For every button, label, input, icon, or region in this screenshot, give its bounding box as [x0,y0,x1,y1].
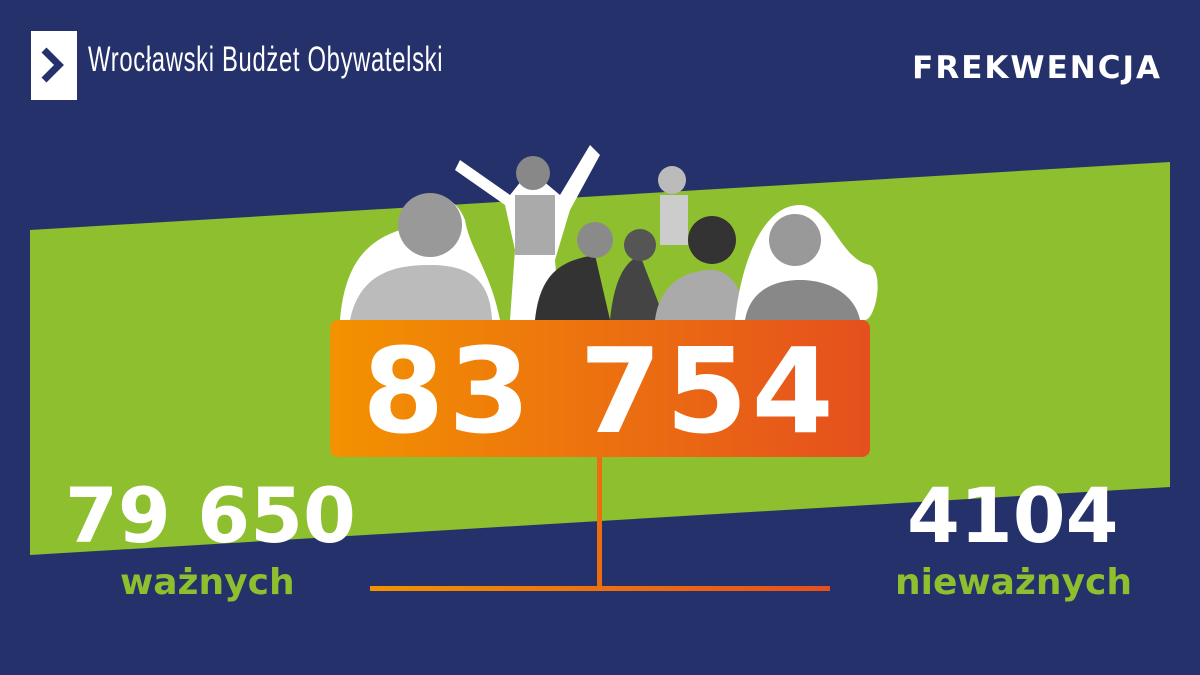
invalid-votes-label: nieważnych [895,562,1132,603]
connector-vertical [597,455,602,590]
invalid-votes-count: 4104 [907,471,1119,560]
total-votes: 83 754 [362,321,838,460]
valid-votes-label: ważnych [120,562,295,603]
connector-horizontal [370,586,830,591]
total-votes-box: 83 754 [330,320,870,457]
page-title: FREKWENCJA [912,50,1162,86]
valid-votes-count: 79 650 [65,471,356,560]
chevron-right-icon [41,47,64,83]
people-collage-image [340,145,878,320]
brand-name: Wrocławski Budżet Obywatelski [88,40,444,79]
logo [31,31,77,100]
